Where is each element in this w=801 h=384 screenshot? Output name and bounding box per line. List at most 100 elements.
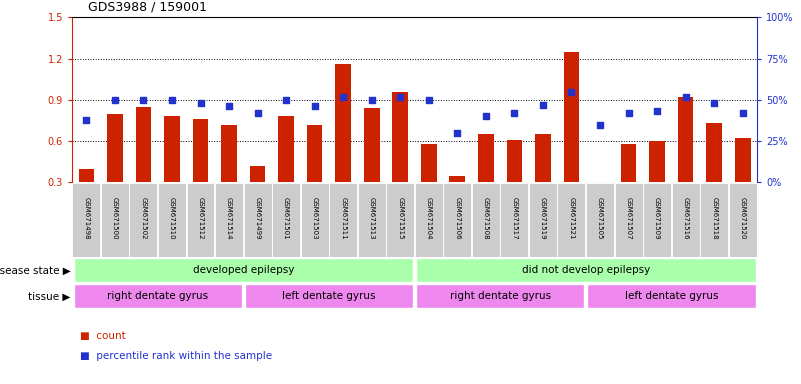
Bar: [164, 116, 179, 223]
Bar: [586, 183, 614, 257]
Text: GSM671506: GSM671506: [454, 197, 461, 240]
Text: GSM671511: GSM671511: [340, 197, 346, 240]
Bar: [564, 52, 579, 223]
Bar: [74, 285, 242, 308]
Point: [365, 97, 378, 103]
Text: left dentate gyrus: left dentate gyrus: [625, 291, 718, 301]
Bar: [364, 108, 380, 223]
Point: [108, 97, 121, 103]
Text: GSM671512: GSM671512: [198, 197, 203, 240]
Point: [336, 93, 349, 99]
Bar: [735, 138, 751, 223]
Point: [537, 102, 549, 108]
Text: GSM671504: GSM671504: [426, 197, 432, 240]
Bar: [250, 166, 265, 223]
Bar: [557, 183, 586, 257]
Text: ■  percentile rank within the sample: ■ percentile rank within the sample: [80, 351, 272, 361]
Bar: [506, 140, 522, 223]
Text: right dentate gyrus: right dentate gyrus: [107, 291, 208, 301]
Bar: [650, 141, 665, 223]
Point: [480, 113, 493, 119]
Text: GSM671501: GSM671501: [283, 197, 289, 240]
Point: [594, 122, 606, 128]
Text: GSM671505: GSM671505: [597, 197, 603, 240]
Bar: [135, 107, 151, 223]
Bar: [244, 183, 272, 257]
Bar: [621, 144, 636, 223]
Text: GSM671520: GSM671520: [739, 197, 746, 240]
Bar: [478, 134, 493, 223]
Point: [166, 97, 179, 103]
Bar: [706, 123, 722, 223]
Bar: [643, 183, 671, 257]
Bar: [221, 125, 237, 223]
Bar: [416, 258, 755, 282]
Text: GSM671507: GSM671507: [626, 197, 631, 240]
Point: [80, 117, 93, 123]
Bar: [336, 64, 351, 223]
Text: GSM671499: GSM671499: [255, 197, 260, 240]
Text: GSM671503: GSM671503: [312, 197, 318, 240]
Text: GSM671502: GSM671502: [140, 197, 147, 240]
Text: left dentate gyrus: left dentate gyrus: [282, 291, 376, 301]
Text: developed epilepsy: developed epilepsy: [192, 265, 294, 275]
Text: GSM671521: GSM671521: [569, 197, 574, 240]
Bar: [358, 183, 386, 257]
Bar: [278, 116, 294, 223]
Bar: [78, 169, 95, 223]
Point: [622, 110, 635, 116]
Point: [679, 93, 692, 99]
Bar: [72, 183, 100, 257]
Bar: [245, 285, 413, 308]
Point: [422, 97, 435, 103]
Point: [194, 100, 207, 106]
Bar: [614, 183, 642, 257]
Point: [508, 110, 521, 116]
Text: GSM671515: GSM671515: [397, 197, 403, 240]
Text: tissue ▶: tissue ▶: [28, 291, 70, 301]
Bar: [74, 258, 413, 282]
Point: [708, 100, 721, 106]
Point: [308, 103, 321, 109]
Bar: [592, 182, 608, 223]
Point: [223, 103, 235, 109]
Bar: [187, 183, 215, 257]
Bar: [443, 183, 471, 257]
Bar: [449, 175, 465, 223]
Point: [451, 130, 464, 136]
Point: [280, 97, 292, 103]
Text: GSM671508: GSM671508: [483, 197, 489, 240]
Text: GDS3988 / 159001: GDS3988 / 159001: [88, 0, 207, 13]
Point: [394, 93, 407, 99]
Bar: [501, 183, 529, 257]
Bar: [472, 183, 500, 257]
Text: disease state ▶: disease state ▶: [0, 265, 70, 275]
Text: ■  count: ■ count: [80, 331, 126, 341]
Bar: [300, 183, 328, 257]
Bar: [529, 183, 557, 257]
Bar: [416, 285, 584, 308]
Bar: [107, 114, 123, 223]
Point: [650, 108, 663, 114]
Bar: [392, 92, 408, 223]
Bar: [193, 119, 208, 223]
Bar: [329, 183, 357, 257]
Text: GSM671500: GSM671500: [112, 197, 118, 240]
Point: [565, 89, 578, 95]
Point: [252, 110, 264, 116]
Bar: [535, 134, 551, 223]
Bar: [215, 183, 243, 257]
Text: right dentate gyrus: right dentate gyrus: [449, 291, 550, 301]
Bar: [729, 183, 757, 257]
Bar: [272, 183, 300, 257]
Text: GSM671517: GSM671517: [511, 197, 517, 240]
Bar: [130, 183, 158, 257]
Bar: [101, 183, 129, 257]
Text: GSM671516: GSM671516: [682, 197, 689, 240]
Text: GSM671513: GSM671513: [368, 197, 375, 240]
Text: GSM671498: GSM671498: [83, 197, 90, 240]
Bar: [671, 183, 699, 257]
Text: GSM671509: GSM671509: [654, 197, 660, 240]
Bar: [421, 144, 437, 223]
Bar: [678, 97, 694, 223]
